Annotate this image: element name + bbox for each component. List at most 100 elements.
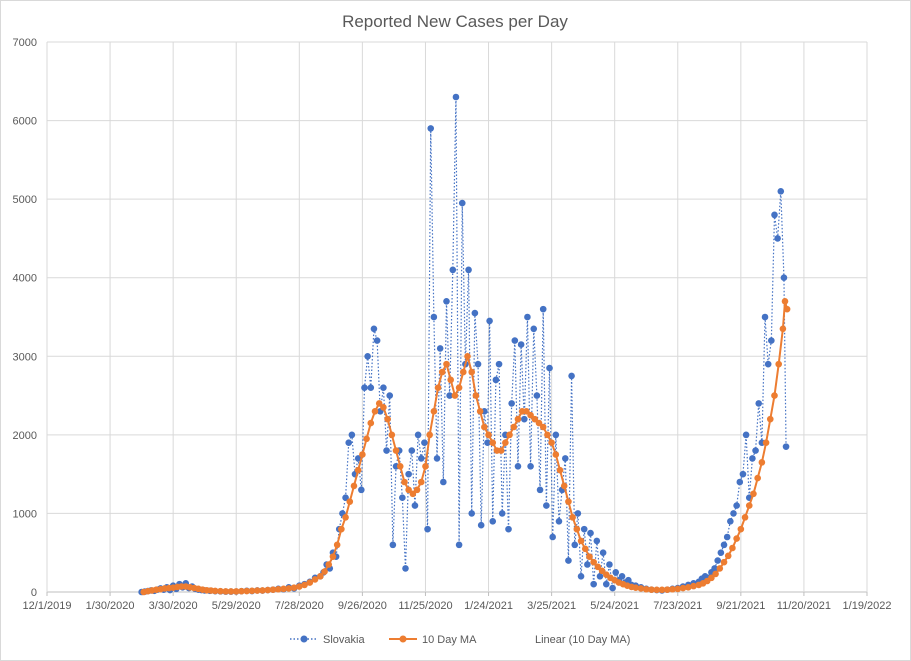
legend-item-slovakia: Slovakia xyxy=(290,634,365,646)
data-point-38 xyxy=(321,568,328,575)
data-point-95 xyxy=(560,482,568,490)
data-point-81 xyxy=(502,439,509,447)
legend-label-linear-10-day-ma: Linear (10 Day MA) xyxy=(535,634,630,646)
data-point-73 xyxy=(468,368,476,376)
data-point-74 xyxy=(417,455,425,462)
data-point-92 xyxy=(474,360,482,368)
data-point-139 xyxy=(758,459,766,466)
x-axis-tick-labels: 12/1/2019 1/30/2020 3/30/2020 5/29/2020 7/28… xyxy=(23,600,892,612)
data-point-32 xyxy=(290,584,298,591)
data-point-97 xyxy=(569,514,576,521)
data-point-102 xyxy=(505,525,512,533)
y-tick-label-4000: 4000 xyxy=(13,273,37,285)
data-point-136 xyxy=(745,502,753,509)
x-tick-label-11: 9/21/2021 xyxy=(716,600,765,612)
data-point-98 xyxy=(492,376,500,384)
data-point-75 xyxy=(421,439,428,447)
data-point-135 xyxy=(609,584,616,592)
y-tick-label-7000: 7000 xyxy=(13,37,37,49)
data-point-105 xyxy=(514,462,522,470)
data-point-27 xyxy=(264,586,272,594)
data-point-37 xyxy=(317,572,324,580)
data-point-128 xyxy=(587,529,594,537)
data-point-65 xyxy=(389,541,397,549)
data-point-34 xyxy=(301,581,308,589)
data-point-96 xyxy=(486,317,493,325)
data-point-58 xyxy=(367,384,375,392)
data-point-161 xyxy=(717,549,725,557)
data-point-99 xyxy=(577,537,585,545)
data-point-116 xyxy=(549,533,556,541)
data-point-132 xyxy=(729,544,736,552)
data-point-113 xyxy=(539,305,547,313)
data-point-44 xyxy=(346,498,354,505)
data-point-47 xyxy=(359,451,366,458)
data-point-81 xyxy=(440,478,447,486)
data-point-120 xyxy=(561,455,569,462)
legend-marker-10-day-ma xyxy=(399,635,407,643)
x-tick-label-1: 1/30/2020 xyxy=(86,600,135,612)
data-point-138 xyxy=(618,572,626,580)
data-point-80 xyxy=(436,345,444,352)
data-point-117 xyxy=(658,586,666,594)
data-point-84 xyxy=(514,415,522,423)
data-point-108 xyxy=(524,313,531,321)
x-tick-label-7: 1/24/2021 xyxy=(464,600,513,612)
data-point-45 xyxy=(350,482,358,490)
legend-item-linear-10-day-ma: Linear (10 Day MA) xyxy=(535,634,630,646)
data-point-28 xyxy=(269,586,277,593)
x-tick-label-4: 7/28/2020 xyxy=(275,600,324,612)
data-point-122 xyxy=(684,583,692,591)
data-point-92 xyxy=(548,439,555,447)
data-point-72 xyxy=(411,502,419,509)
data-point-64 xyxy=(386,392,394,399)
data-point-169 xyxy=(742,431,750,439)
data-point-114 xyxy=(543,502,550,509)
series-line xyxy=(141,96,787,593)
legend: Slovakia 10 Day MA Linear (10 Day MA) xyxy=(290,634,630,646)
data-point-91 xyxy=(471,309,479,317)
x-tick-label-13: 1/19/2022 xyxy=(843,600,892,612)
data-point-55 xyxy=(358,486,365,494)
data-point-58 xyxy=(405,486,412,494)
data-point-80 xyxy=(497,447,505,454)
x-tick-label-5: 9/26/2020 xyxy=(338,600,387,612)
data-point-64 xyxy=(430,407,438,415)
data-point-26 xyxy=(259,587,266,594)
x-tick-label-10: 7/23/2021 xyxy=(653,600,702,612)
data-point-93 xyxy=(477,521,485,529)
x-tick-label-6: 11/25/2020 xyxy=(398,600,452,612)
data-point-111 xyxy=(533,392,541,399)
data-point-96 xyxy=(565,498,572,505)
legend-marker-slovakia xyxy=(300,635,308,643)
data-point-82 xyxy=(506,431,513,439)
data-point-101 xyxy=(586,553,593,560)
x-tick-label-12: 11/20/2021 xyxy=(777,600,831,612)
data-point-120 xyxy=(674,585,682,593)
data-point-131 xyxy=(596,572,604,580)
data-point-53 xyxy=(384,415,391,423)
data-point-104 xyxy=(598,567,606,575)
data-point-76 xyxy=(481,423,488,431)
data-point-51 xyxy=(345,439,353,447)
data-point-180 xyxy=(777,187,785,195)
data-point-90 xyxy=(468,510,476,517)
data-point-31 xyxy=(285,585,293,592)
series-10-day-ma xyxy=(140,297,791,596)
data-point-140 xyxy=(762,439,770,447)
data-point-162 xyxy=(720,541,728,549)
data-point-88 xyxy=(531,415,539,423)
data-point-98 xyxy=(573,525,581,533)
data-point-52 xyxy=(380,404,387,411)
data-point-83 xyxy=(446,392,453,399)
data-point-60 xyxy=(373,337,381,344)
x-tick-label-0: 12/1/2019 xyxy=(23,600,72,612)
data-point-89 xyxy=(535,419,543,427)
data-point-94 xyxy=(556,466,564,474)
data-point-126 xyxy=(580,525,588,533)
data-point-79 xyxy=(433,455,441,462)
data-point-74 xyxy=(472,392,480,399)
data-point-78 xyxy=(430,313,438,321)
data-point-76 xyxy=(424,525,431,533)
data-point-33 xyxy=(296,583,303,590)
